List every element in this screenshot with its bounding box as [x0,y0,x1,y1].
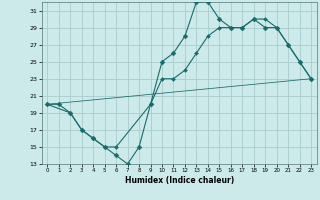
X-axis label: Humidex (Indice chaleur): Humidex (Indice chaleur) [124,176,234,185]
